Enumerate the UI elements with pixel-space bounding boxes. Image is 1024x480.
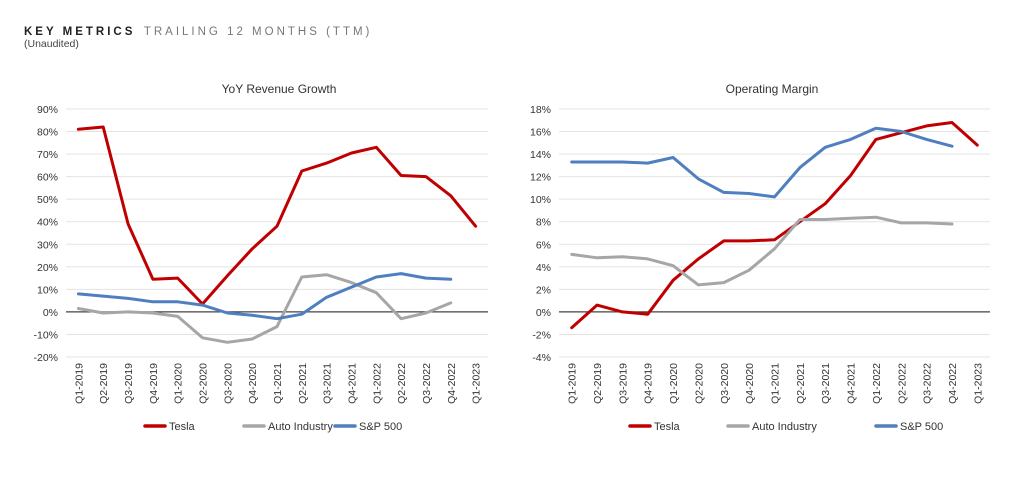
x-tick-label: Q4-2020 bbox=[744, 363, 756, 404]
x-tick-label: Q2-2019 bbox=[98, 363, 110, 404]
legend-label-auto-industry: Auto Industry bbox=[752, 421, 817, 433]
x-tick-label: Q1-2023 bbox=[471, 363, 483, 404]
chart-title: Operating Margin bbox=[726, 82, 819, 96]
legend-label-auto-industry: Auto Industry bbox=[268, 421, 333, 433]
x-tick-label: Q2-2020 bbox=[693, 363, 705, 404]
y-tick-label: 10% bbox=[37, 284, 58, 296]
series-line-auto-industry bbox=[76, 273, 453, 344]
x-tick-label: Q4-2022 bbox=[947, 363, 959, 404]
x-tick-label: Q3-2021 bbox=[820, 363, 832, 404]
x-tick-label: Q4-2021 bbox=[846, 363, 858, 404]
x-tick-label: Q2-2022 bbox=[896, 363, 908, 404]
x-tick-label: Q2-2019 bbox=[592, 363, 604, 404]
y-tick-label: 6% bbox=[536, 239, 551, 251]
y-tick-label: 16% bbox=[530, 127, 551, 139]
y-tick-label: 30% bbox=[37, 239, 58, 251]
legend-label-sp-500: S&P 500 bbox=[359, 421, 402, 433]
chart-title: YoY Revenue Growth bbox=[222, 82, 337, 96]
y-tick-label: 80% bbox=[37, 127, 58, 139]
y-tick-label: 40% bbox=[37, 217, 58, 229]
x-tick-label: Q1-2021 bbox=[272, 363, 284, 404]
y-tick-label: 2% bbox=[536, 284, 551, 296]
y-tick-label: 50% bbox=[37, 194, 58, 206]
x-tick-label: Q1-2019 bbox=[73, 363, 85, 404]
x-tick-label: Q3-2019 bbox=[617, 363, 629, 404]
x-tick-label: Q3-2020 bbox=[719, 363, 731, 404]
x-tick-label: Q3-2022 bbox=[922, 363, 934, 404]
x-tick-label: Q1-2021 bbox=[770, 363, 782, 404]
x-tick-label: Q2-2021 bbox=[795, 363, 807, 404]
x-tick-label: Q4-2020 bbox=[247, 363, 259, 404]
page-subtitle: TRAILING 12 MONTHS (TTM) bbox=[143, 26, 373, 38]
x-tick-label: Q3-2019 bbox=[123, 363, 135, 404]
y-tick-label: 10% bbox=[530, 194, 551, 206]
series-line-tesla bbox=[76, 125, 478, 306]
series-line-auto-industry bbox=[570, 215, 954, 287]
x-tick-label: Q4-2021 bbox=[346, 363, 358, 404]
x-tick-label: Q2-2022 bbox=[396, 363, 408, 404]
x-tick-label: Q1-2019 bbox=[567, 363, 579, 404]
x-tick-label: Q2-2020 bbox=[198, 363, 210, 404]
y-tick-label: -2% bbox=[532, 329, 551, 341]
legend-label-tesla: Tesla bbox=[654, 421, 681, 433]
series-line-sp-500 bbox=[76, 272, 453, 321]
x-tick-label: Q3-2020 bbox=[222, 363, 234, 404]
x-tick-label: Q1-2022 bbox=[371, 363, 383, 404]
y-tick-label: 0% bbox=[536, 307, 551, 319]
x-tick-label: Q1-2023 bbox=[972, 363, 984, 404]
x-tick-label: Q4-2019 bbox=[148, 363, 160, 404]
y-tick-label: 60% bbox=[37, 172, 58, 184]
x-tick-label: Q2-2021 bbox=[297, 363, 309, 404]
x-tick-label: Q1-2020 bbox=[668, 363, 680, 404]
y-tick-label: 14% bbox=[530, 149, 551, 161]
unaudited-note: (Unaudited) bbox=[24, 38, 79, 50]
y-tick-label: 18% bbox=[530, 104, 551, 116]
revenue-growth-chart: YoY Revenue Growth -20% -10% 0% 10% 20% 30% 40%… bbox=[33, 82, 488, 433]
page-title: KEY METRICS bbox=[24, 26, 136, 38]
y-tick-label: -20% bbox=[33, 352, 58, 364]
y-tick-label: 20% bbox=[37, 262, 58, 274]
y-tick-label: -4% bbox=[532, 352, 551, 364]
series-line-tesla bbox=[570, 121, 979, 330]
legend-label-sp-500: S&P 500 bbox=[900, 421, 943, 433]
y-tick-label: 0% bbox=[43, 307, 58, 319]
y-tick-label: 8% bbox=[536, 217, 551, 229]
y-tick-label: 4% bbox=[536, 262, 551, 274]
page-header: KEY METRICS TRAILING 12 MONTHS (TTM) bbox=[24, 22, 372, 40]
y-tick-label: 70% bbox=[37, 149, 58, 161]
operating-margin-chart: Operating Margin -4% -2% 0% 2% 4% 6% 8% 10% 12% 14… bbox=[530, 82, 990, 433]
x-tick-label: Q3-2022 bbox=[421, 363, 433, 404]
x-tick-label: Q1-2020 bbox=[173, 363, 185, 404]
x-tick-label: Q3-2021 bbox=[322, 363, 334, 404]
y-tick-label: 90% bbox=[37, 104, 58, 116]
series-line-sp-500 bbox=[570, 126, 954, 199]
x-tick-label: Q4-2019 bbox=[643, 363, 655, 404]
y-tick-label: -10% bbox=[33, 329, 58, 341]
legend-label-tesla: Tesla bbox=[169, 421, 196, 433]
x-tick-label: Q4-2022 bbox=[446, 363, 458, 404]
y-tick-label: 12% bbox=[530, 172, 551, 184]
x-tick-label: Q1-2022 bbox=[871, 363, 883, 404]
